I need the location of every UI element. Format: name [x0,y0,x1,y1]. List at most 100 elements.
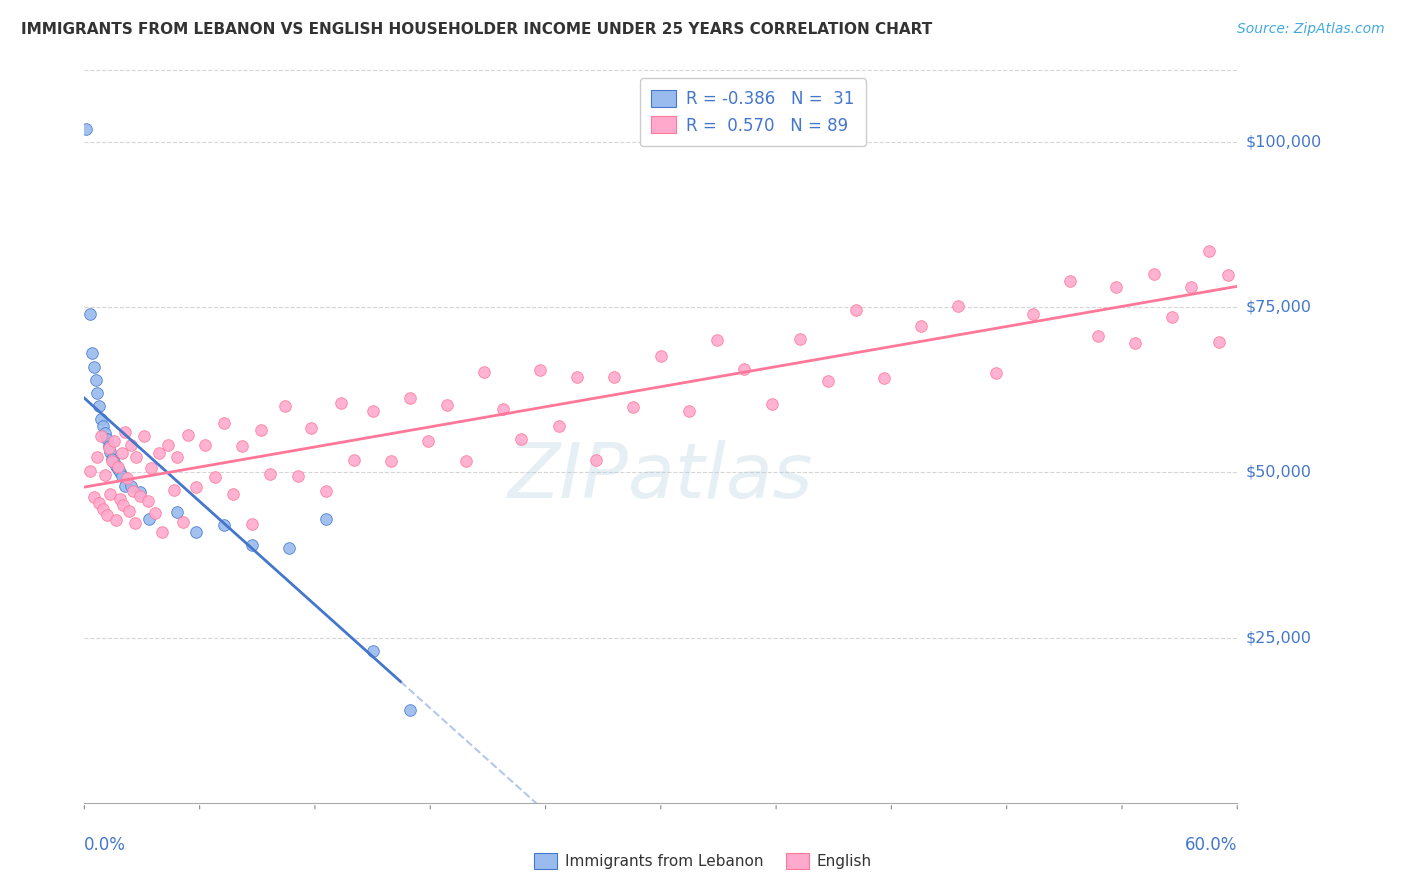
Point [94,468,117,483]
Point [984,366,1007,380]
Point [603,370,626,384]
Point [94,425,117,440]
Point [125,450,148,464]
Point [132,429,155,443]
Point [259,467,281,482]
Point [143,507,166,521]
Point [89,496,111,510]
Point [157,438,180,452]
Point [97,442,120,456]
Point [141,460,163,475]
Point [184,524,207,539]
Point [380,453,402,467]
Point [212,518,235,533]
Point [330,396,353,410]
Point [166,505,188,519]
Point [96,432,118,446]
Point [510,432,533,446]
Point [121,483,143,498]
Point [152,524,174,539]
Point [240,516,263,531]
Point [83,490,105,504]
Point [398,391,420,405]
Point [166,450,188,464]
Point [89,399,111,413]
Point [547,419,569,434]
Point [86,450,108,464]
Point [110,468,132,483]
Point [90,429,112,443]
Point [91,501,114,516]
Point [86,386,108,401]
Point [90,412,112,426]
Point [115,471,138,485]
Point [789,333,811,347]
Point [1216,268,1239,282]
Point [650,349,672,363]
Point [418,434,440,449]
Point [910,318,932,333]
Point [194,438,217,452]
Point [678,404,700,418]
Point [103,455,125,469]
Point [472,366,495,380]
Point [136,494,159,508]
Point [112,499,135,513]
Point [287,469,309,483]
Text: $100,000: $100,000 [1246,135,1322,149]
Text: 60.0%: 60.0% [1185,836,1237,855]
Point [162,483,184,498]
Legend: Immigrants from Lebanon, English: Immigrants from Lebanon, English [529,847,877,875]
Point [1105,279,1128,293]
Text: IMMIGRANTS FROM LEBANON VS ENGLISH HOUSEHOLDER INCOME UNDER 25 YEARS CORRELATION: IMMIGRANTS FROM LEBANON VS ENGLISH HOUSE… [21,22,932,37]
Point [104,513,127,527]
Point [120,438,142,452]
Point [1022,307,1045,321]
Point [1087,329,1109,343]
Point [103,434,125,448]
Point [108,492,131,507]
Point [274,399,297,413]
Point [108,465,131,479]
Point [1142,267,1164,281]
Point [1208,335,1230,350]
Point [361,644,384,658]
Point [124,516,146,531]
Point [75,121,97,136]
Point [204,470,226,484]
Point [101,454,124,468]
Point [315,484,337,499]
Point [492,402,515,417]
Point [100,445,122,459]
Point [231,439,253,453]
Point [222,486,245,500]
Point [114,425,136,440]
Point [706,333,728,347]
Point [873,371,896,385]
Point [83,359,105,374]
Point [1123,336,1146,351]
Point [172,515,194,529]
Text: $25,000: $25,000 [1246,630,1312,645]
Point [315,511,337,525]
Text: 0.0%: 0.0% [84,836,127,855]
Point [1180,280,1202,294]
Point [565,369,588,384]
Point [129,489,152,503]
Point [250,423,273,437]
Point [761,396,783,410]
Point [436,398,458,412]
Point [212,416,235,430]
Point [114,478,136,492]
Point [361,404,384,418]
Point [454,454,477,468]
Point [240,538,263,552]
Point [343,453,366,467]
Point [110,446,132,460]
Legend: R = -0.386   N =  31, R =  0.570   N = 89: R = -0.386 N = 31, R = 0.570 N = 89 [640,78,866,146]
Point [529,362,551,376]
Point [107,462,129,476]
Point [104,458,127,473]
Point [398,703,420,717]
Point [299,421,322,435]
